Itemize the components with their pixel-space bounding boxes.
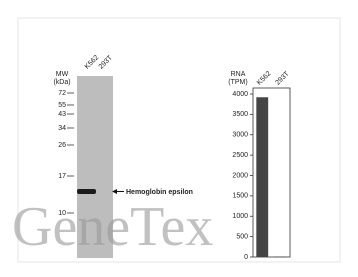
- y-tick-label: 1000: [232, 213, 248, 220]
- marker-label: 55: [58, 102, 66, 109]
- lane-label: 293T: [98, 54, 115, 71]
- marker-label: 26: [58, 142, 66, 149]
- marker-label: 34: [58, 125, 66, 132]
- mw-label: MW: [56, 71, 69, 78]
- lane-label: K562: [84, 54, 101, 71]
- y-axis-label: (TPM): [228, 79, 247, 86]
- marker-label: 10: [58, 210, 66, 217]
- y-tick-label: 2000: [232, 172, 248, 179]
- y-tick-label: 4000: [232, 91, 248, 98]
- y-tick-label: 1500: [232, 193, 248, 200]
- y-tick-label: 3500: [232, 111, 248, 118]
- y-axis-label: RNA: [231, 71, 246, 78]
- marker-label: 17: [58, 173, 66, 180]
- figure: Hemoglobin epsilon MW (kDa) K562 293T RN…: [0, 0, 358, 277]
- bar: [256, 97, 268, 257]
- y-tick-label: 0: [244, 254, 248, 261]
- x-tick-label: 293T: [275, 70, 292, 87]
- y-tick-label: 500: [236, 233, 248, 240]
- marker-label: 72: [58, 90, 66, 97]
- band-label: Hemoglobin epsilon: [126, 189, 193, 196]
- y-tick-label: 3000: [232, 132, 248, 139]
- y-tick-label: 2500: [232, 152, 248, 159]
- x-tick-label: K562: [256, 70, 273, 87]
- mw-label: (kDa): [53, 79, 70, 86]
- bar: [275, 257, 287, 258]
- watermark: GeneTex: [12, 196, 213, 258]
- blot-band: [77, 189, 96, 194]
- marker-label: 43: [58, 111, 66, 118]
